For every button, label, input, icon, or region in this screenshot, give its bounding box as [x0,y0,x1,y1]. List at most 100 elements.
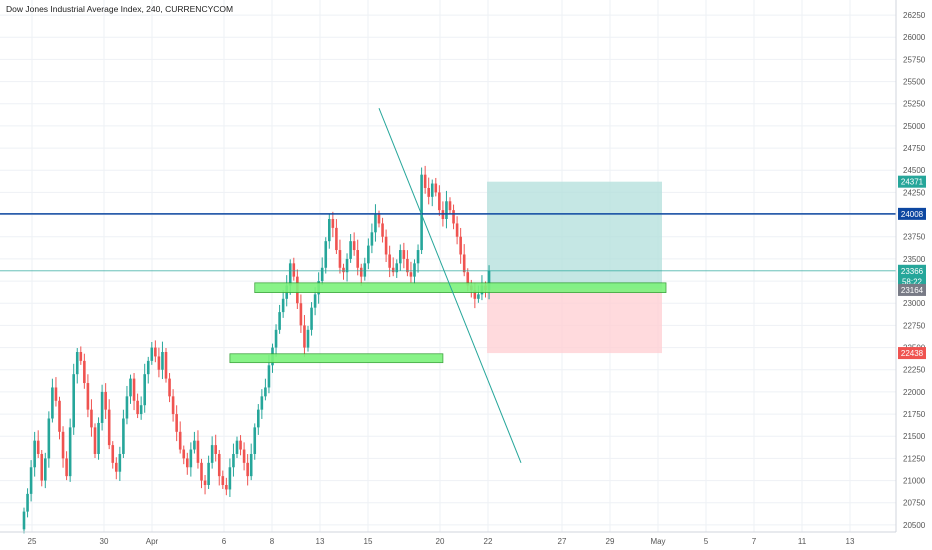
candle-body [200,462,203,481]
price-badge [898,347,926,360]
candle-body [111,445,115,463]
x-tick-label: May [650,537,665,546]
candle-body [299,303,303,326]
candle-body [281,298,285,313]
candle-body [253,427,257,454]
x-tick-label: 5 [704,537,709,546]
candle-body [335,227,338,251]
candle-body [477,294,480,299]
candle-body [430,183,434,197]
candle-body [352,241,356,251]
candle-body [246,462,249,477]
y-tick-label: 26250 [903,11,926,20]
x-tick-label: 25 [28,537,37,546]
candle-body [303,325,306,348]
candle-body [356,250,359,268]
candle-body [210,445,214,463]
candle-body [171,396,175,415]
candle-body [416,250,420,264]
candle-body [487,270,491,290]
candle-body [228,467,232,490]
candle-body [175,414,178,432]
candle-body [459,236,462,255]
candle-body [196,440,200,463]
candle-body [83,360,86,384]
time-axis[interactable]: 25 30 Apr 6 8 13 15 20 22 27 29 May 5 7 11 13 [28,537,855,546]
x-tick-label: 29 [606,537,615,546]
candle-body [22,511,26,530]
y-tick-label: 21750 [903,410,926,419]
x-tick-label: 8 [270,537,275,546]
candle-body [402,250,406,259]
x-tick-label: 11 [798,537,807,546]
candle-body [93,427,97,454]
y-tick-label: 21000 [903,477,926,486]
candle-body [68,427,72,477]
candle-body [47,418,51,459]
grid [0,0,896,532]
candle-body [455,223,459,237]
candle-body [292,263,296,277]
y-tick-label: 25750 [903,55,926,64]
candle-body [413,263,416,277]
position-zones [487,181,662,354]
candle-body [36,440,40,454]
candle-body [136,400,139,415]
x-tick-label: 30 [100,537,109,546]
candle-body [221,476,225,486]
candle-body [164,352,168,379]
candle-body [214,445,217,454]
stop-area [487,288,662,354]
candle-body [186,458,189,468]
y-tick-label: 23750 [903,233,926,242]
x-tick-label: 27 [558,537,567,546]
x-tick-label: Apr [146,537,159,546]
trendline [378,107,522,464]
candle-body [146,360,150,375]
candle-body [448,201,452,211]
price-badge [898,264,926,277]
candle-body [104,391,107,410]
price-badge-label: 24008 [901,210,924,219]
candle-body [384,236,388,255]
y-tick-label: 25500 [903,78,926,87]
candle-body [313,294,317,308]
price-badge-label: 23164 [901,286,924,295]
x-tick-label: 20 [436,537,445,546]
price-badge [898,207,926,220]
y-tick-label: 21500 [903,432,926,441]
y-tick-label: 24500 [903,166,926,175]
candle-body [434,183,438,193]
candle-body [65,458,68,477]
candle-body [249,453,253,477]
candle-body [370,232,374,246]
y-tick-label: 24250 [903,188,926,197]
candle-body [345,258,349,273]
candle-body [359,267,363,277]
candle-body [33,440,36,468]
candle-body [324,241,328,268]
candle-body [331,219,335,228]
candle-body [320,267,324,282]
candle-body [58,400,61,432]
candle-body [90,409,93,428]
candle-body [427,187,430,197]
price-badge-label: 58:22 [902,278,923,287]
candle-body [26,493,29,512]
candle-body [154,347,157,357]
y-tick-label: 22750 [903,321,926,330]
y-tick-label: 25250 [903,100,926,109]
candle-body [118,453,122,472]
candle-body [79,352,83,361]
candle-body [310,307,313,330]
candle-body [72,374,75,428]
candle-body [150,347,154,361]
candle-body [207,462,210,486]
x-tick-label: 13 [316,537,325,546]
candle-body [122,418,125,454]
candle-body [97,422,100,454]
candle-body [235,440,239,454]
candle-body [338,250,342,268]
candle-body [44,458,47,481]
